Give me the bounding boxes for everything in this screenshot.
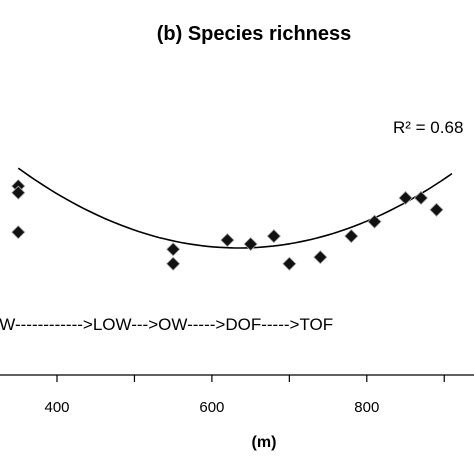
data-point-14 [413,190,429,206]
data-point-7 [243,236,258,252]
data-point-13 [398,190,413,206]
data-points [11,179,444,271]
data-point-3 [11,225,26,240]
data-point-5 [166,256,181,271]
x-tick-label-800: 800 [354,399,379,416]
chart-title: (b) Species richness [157,23,352,45]
data-point-15 [429,202,444,217]
plot-area [11,167,453,271]
data-point-6 [220,233,235,248]
data-point-12 [367,214,382,229]
x-tick-label-600: 600 [199,399,224,416]
data-point-9 [282,256,297,271]
data-point-11 [344,229,359,244]
data-point-4 [166,242,181,257]
zone-sequence-annotation: OW------------>LOW--->OW----->DOF----->T… [0,315,333,334]
x-tick-label-400: 400 [44,399,69,416]
data-point-8 [266,229,281,244]
data-point-2 [11,185,26,200]
r-squared-label: R² = 0.68 [393,118,463,137]
x-axis-ticks: 400 600 800 [44,375,445,416]
trend-line [17,167,453,249]
x-axis-label: (m) [252,434,277,451]
data-point-10 [313,250,328,265]
